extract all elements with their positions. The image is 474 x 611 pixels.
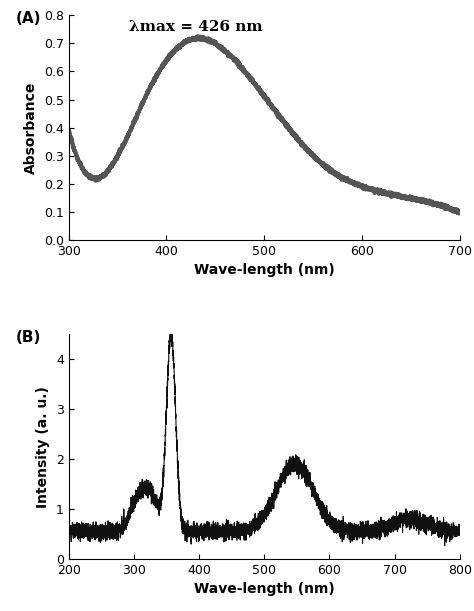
Y-axis label: Absorbance: Absorbance (24, 81, 38, 174)
Y-axis label: Intensity (a. u.): Intensity (a. u.) (36, 386, 50, 508)
Text: λmax = 426 nm: λmax = 426 nm (129, 20, 263, 34)
X-axis label: Wave-length (nm): Wave-length (nm) (194, 263, 335, 277)
X-axis label: Wave-length (nm): Wave-length (nm) (194, 582, 335, 596)
Text: (B): (B) (16, 330, 41, 345)
Text: (A): (A) (16, 11, 41, 26)
